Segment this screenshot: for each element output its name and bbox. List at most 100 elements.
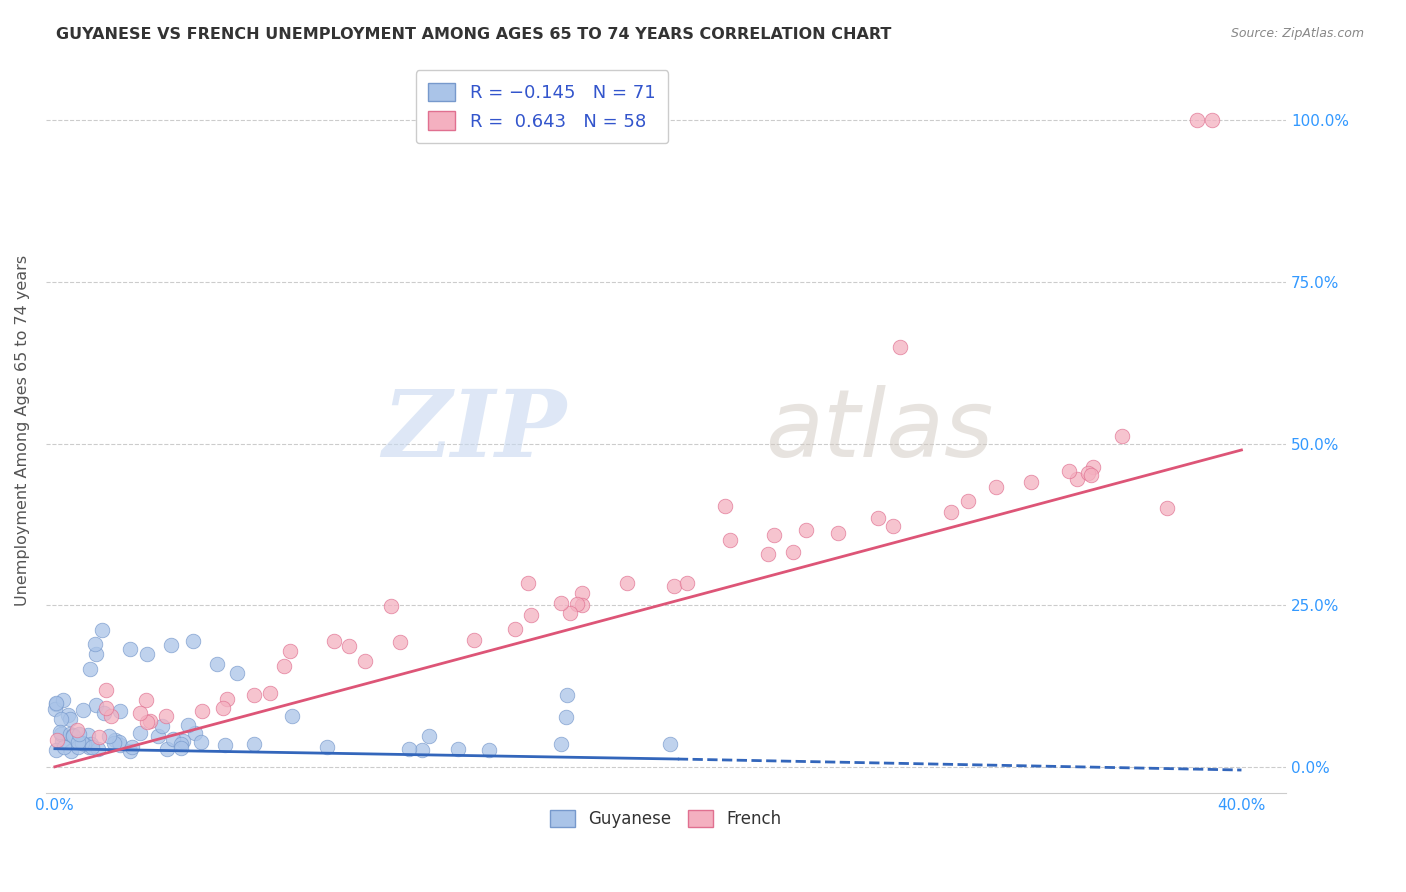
Point <box>278 644 301 658</box>
Point <box>1156 501 1178 516</box>
Point <box>70 736 93 750</box>
Point <box>758 547 780 561</box>
Point <box>353 654 375 668</box>
Point <box>675 575 697 590</box>
Point <box>72 703 94 717</box>
Point <box>411 743 433 757</box>
Point <box>205 657 228 672</box>
Point <box>108 705 131 719</box>
Text: atlas: atlas <box>765 385 994 476</box>
Point <box>868 510 890 524</box>
Point <box>1111 429 1133 443</box>
Point <box>560 606 582 620</box>
Legend: Guyanese, French: Guyanese, French <box>544 804 789 835</box>
Point <box>45 733 67 747</box>
Point <box>882 518 904 533</box>
Point <box>1057 465 1080 479</box>
Point <box>1066 472 1088 486</box>
Point <box>52 739 75 754</box>
Point <box>555 710 578 724</box>
Point <box>1019 475 1042 489</box>
Point <box>60 743 83 757</box>
Point <box>86 698 108 712</box>
Point <box>380 599 402 613</box>
Point <box>571 598 593 612</box>
Point <box>44 702 66 716</box>
Point <box>718 533 741 547</box>
Point <box>67 727 90 741</box>
Point <box>782 545 804 559</box>
Point <box>1201 113 1223 128</box>
Point <box>273 659 295 673</box>
Point <box>550 597 572 611</box>
Point <box>714 500 737 514</box>
Point <box>323 633 346 648</box>
Point <box>939 505 962 519</box>
Point <box>389 634 412 648</box>
Point <box>79 737 101 751</box>
Point <box>51 727 73 741</box>
Point <box>337 639 360 653</box>
Point <box>1081 459 1104 474</box>
Point <box>150 719 173 733</box>
Point <box>478 743 501 757</box>
Point <box>170 737 193 751</box>
Text: ZIP: ZIP <box>382 385 567 475</box>
Point <box>555 688 578 702</box>
Point <box>51 734 73 748</box>
Text: GUYANESE VS FRENCH UNEMPLOYMENT AMONG AGES 65 TO 74 YEARS CORRELATION CHART: GUYANESE VS FRENCH UNEMPLOYMENT AMONG AG… <box>56 27 891 42</box>
Point <box>97 729 120 743</box>
Point <box>259 686 281 700</box>
Point <box>129 725 152 739</box>
Point <box>184 726 207 740</box>
Point <box>135 714 157 729</box>
Point <box>889 339 911 353</box>
Point <box>44 697 66 711</box>
Point <box>45 743 67 757</box>
Point <box>100 709 122 723</box>
Text: Source: ZipAtlas.com: Source: ZipAtlas.com <box>1230 27 1364 40</box>
Point <box>181 634 204 648</box>
Point <box>91 623 114 637</box>
Point <box>120 641 142 656</box>
Point <box>1077 466 1099 480</box>
Point <box>52 692 75 706</box>
Point <box>160 638 183 652</box>
Point <box>139 714 162 728</box>
Point <box>827 525 849 540</box>
Point <box>59 727 82 741</box>
Point <box>225 665 247 680</box>
Point <box>108 735 131 749</box>
Point <box>80 740 103 755</box>
Point <box>79 662 101 676</box>
Point <box>108 738 131 752</box>
Point <box>664 579 686 593</box>
Point <box>984 480 1007 494</box>
Point <box>957 494 980 508</box>
Point <box>129 706 152 720</box>
Point <box>242 737 264 751</box>
Point <box>83 637 105 651</box>
Point <box>763 527 786 541</box>
Point <box>616 575 638 590</box>
Point <box>67 739 90 754</box>
Point <box>398 742 420 756</box>
Point <box>73 738 96 752</box>
Point <box>794 523 817 537</box>
Point <box>463 632 485 647</box>
Point <box>155 742 177 756</box>
Point <box>243 688 266 702</box>
Point <box>66 723 89 737</box>
Point <box>58 708 80 723</box>
Point <box>66 735 89 749</box>
Point <box>155 708 177 723</box>
Point <box>177 717 200 731</box>
Point <box>103 736 125 750</box>
Point <box>315 740 337 755</box>
Point <box>503 622 526 636</box>
Point <box>135 647 157 661</box>
Point <box>190 735 212 749</box>
Point <box>62 728 84 742</box>
Point <box>94 701 117 715</box>
Point <box>77 739 100 754</box>
